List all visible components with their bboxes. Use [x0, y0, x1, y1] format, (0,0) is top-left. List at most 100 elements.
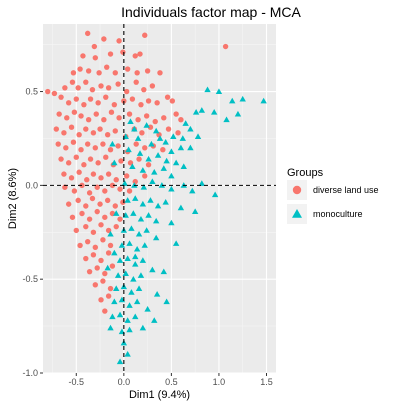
data-point-triangle	[128, 289, 135, 295]
data-point-triangle	[151, 169, 158, 175]
data-point-circle	[117, 186, 123, 192]
data-point-triangle	[143, 227, 150, 233]
data-point-circle	[108, 109, 115, 115]
data-point-circle	[96, 70, 102, 76]
data-point-triangle	[239, 95, 246, 102]
data-point-circle	[117, 216, 123, 222]
data-point-circle	[132, 53, 138, 59]
data-point-triangle	[114, 272, 122, 278]
data-point-circle	[169, 98, 176, 104]
data-point-triangle	[160, 268, 167, 275]
data-point-circle	[70, 139, 77, 145]
x-tick-label: -0.5	[69, 377, 85, 387]
data-point-circle	[95, 100, 101, 106]
data-point-circle	[92, 244, 99, 250]
data-point-circle	[160, 147, 166, 153]
data-point-triangle	[154, 152, 162, 158]
data-point-circle	[129, 96, 136, 102]
data-point-triangle	[130, 210, 137, 216]
data-point-triangle	[124, 255, 131, 261]
data-point-circle	[124, 66, 131, 72]
data-point-circle	[65, 160, 72, 166]
data-point-circle	[133, 141, 139, 147]
data-point-triangle	[116, 358, 124, 365]
data-point-circle	[105, 171, 112, 177]
data-point-triangle	[124, 351, 131, 357]
data-point-circle	[83, 79, 89, 85]
data-point-triangle	[168, 185, 175, 192]
data-point-circle	[97, 126, 103, 132]
data-point-triangle	[107, 230, 114, 237]
data-point-circle	[100, 278, 106, 284]
data-point-circle	[81, 101, 87, 108]
data-point-triangle	[153, 290, 161, 297]
data-point-circle	[77, 66, 83, 72]
data-point-circle	[165, 126, 172, 132]
data-point-triangle	[158, 182, 166, 188]
data-point-triangle	[163, 298, 170, 305]
data-point-triangle	[172, 240, 180, 246]
data-point-triangle	[149, 266, 156, 273]
data-point-triangle	[127, 118, 134, 124]
data-point-circle	[69, 79, 76, 85]
points-layer	[45, 30, 267, 365]
data-point-circle	[53, 126, 60, 132]
data-point-triangle	[162, 199, 169, 205]
data-point-circle	[98, 83, 104, 89]
data-point-triangle	[126, 240, 133, 246]
data-point-triangle	[126, 302, 133, 308]
data-point-triangle	[129, 163, 136, 170]
data-point-circle	[100, 237, 106, 243]
data-point-circle	[138, 101, 144, 108]
data-point-triangle	[229, 97, 236, 104]
data-point-circle	[149, 83, 156, 89]
data-point-circle	[111, 101, 118, 108]
data-point-circle	[76, 169, 82, 175]
data-point-circle	[115, 143, 121, 149]
data-point-triangle	[130, 275, 137, 282]
data-point-triangle	[139, 257, 147, 263]
data-point-triangle	[118, 242, 126, 248]
data-point-triangle	[133, 298, 141, 305]
grid-minor	[43, 24, 276, 373]
data-point-circle	[152, 118, 158, 125]
data-point-circle	[132, 178, 138, 185]
data-point-triangle	[168, 219, 175, 226]
legend-title: Groups	[287, 167, 324, 179]
data-point-circle	[90, 130, 97, 136]
data-point-circle	[75, 85, 81, 91]
data-point-triangle	[135, 285, 143, 291]
data-point-circle	[65, 201, 72, 207]
data-point-circle	[95, 160, 101, 166]
data-point-triangle	[122, 270, 129, 276]
reference-lines	[43, 24, 276, 373]
data-point-circle	[83, 223, 89, 230]
data-point-circle	[143, 113, 150, 119]
data-point-circle	[105, 250, 112, 256]
data-point-triangle	[215, 88, 223, 94]
y-tick-label: 0.5	[25, 87, 38, 97]
data-point-circle	[100, 141, 106, 147]
data-point-triangle	[126, 326, 133, 333]
data-point-circle	[78, 113, 84, 119]
y-tick-label: 0.0	[25, 180, 38, 190]
x-tick-label: 0.5	[165, 377, 178, 387]
data-point-triangle	[124, 197, 131, 203]
data-point-triangle	[162, 139, 169, 145]
data-point-triangle	[145, 155, 152, 162]
data-point-circle	[123, 173, 130, 179]
data-point-circle	[87, 156, 94, 162]
data-point-triangle	[234, 110, 242, 117]
data-point-triangle	[134, 135, 142, 141]
data-point-triangle	[168, 172, 175, 179]
data-point-circle	[120, 49, 126, 55]
data-point-triangle	[180, 163, 187, 170]
data-point-triangle	[132, 253, 139, 260]
data-point-circle	[101, 36, 107, 42]
data-point-circle	[126, 188, 133, 194]
data-point-circle	[113, 177, 119, 183]
data-point-triangle	[210, 108, 218, 115]
y-tick-label: -1.0	[22, 368, 38, 378]
data-point-circle	[144, 68, 151, 74]
data-point-circle	[126, 111, 133, 117]
